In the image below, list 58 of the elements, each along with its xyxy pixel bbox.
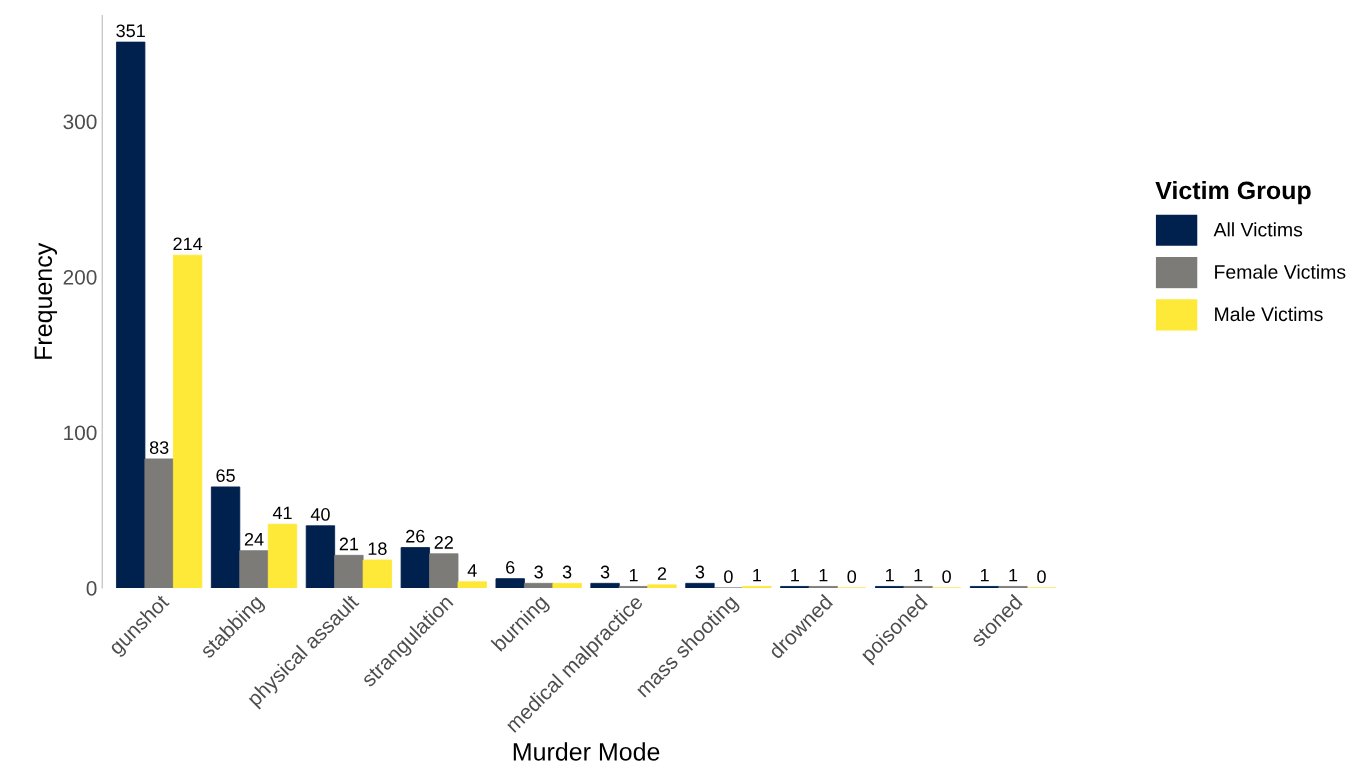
data-label: 0: [1037, 570, 1046, 584]
data-label: 0: [724, 570, 733, 584]
data-label: 6: [506, 560, 515, 574]
bar: [429, 553, 459, 588]
data-label: 21: [339, 537, 359, 551]
bar: [239, 550, 269, 588]
data-label: 1: [1009, 568, 1018, 582]
bar: [210, 486, 241, 588]
y-tick-label: 200: [63, 269, 97, 285]
bar: [495, 578, 525, 588]
bar: [524, 582, 554, 588]
x-axis-title: Murder Mode: [513, 742, 660, 761]
data-label: 351: [116, 24, 145, 38]
legend-title: Victim Group: [1155, 180, 1311, 205]
data-label: 2: [657, 567, 667, 580]
data-label: 1: [914, 568, 923, 582]
y-tick-label: 0: [86, 581, 97, 596]
data-label: 1: [629, 568, 638, 582]
data-label: 41: [272, 506, 292, 520]
legend-label: Female Victims: [1215, 264, 1346, 279]
bar: [305, 525, 336, 588]
data-label: 65: [216, 469, 235, 482]
legend-label: Male Victims: [1215, 306, 1323, 322]
data-label: 3: [534, 565, 543, 579]
bar: [685, 582, 715, 588]
data-label: 0: [942, 570, 951, 584]
bar: [647, 584, 677, 588]
bar: [552, 582, 582, 588]
data-label: 3: [562, 565, 572, 579]
data-label: 1: [980, 568, 989, 582]
data-label: 83: [149, 441, 169, 454]
data-label: 1: [819, 568, 828, 582]
bar: [116, 41, 146, 588]
data-label: 22: [434, 536, 453, 549]
bar: [334, 554, 364, 588]
bar: [457, 581, 487, 588]
y-axis-title: Frequency: [34, 242, 58, 359]
bar: [362, 559, 393, 588]
data-label: 1: [886, 568, 894, 582]
data-label: 18: [368, 542, 387, 556]
bar: [590, 582, 620, 588]
data-label: 1: [791, 568, 799, 582]
data-label: 24: [244, 532, 264, 546]
data-label: 1: [753, 568, 762, 582]
y-tick-label: 300: [63, 114, 97, 130]
data-label: 26: [406, 529, 425, 543]
data-label: 40: [310, 508, 330, 521]
bar: [400, 547, 430, 588]
data-label: 0: [847, 570, 857, 584]
data-label: 4: [467, 564, 477, 577]
data-label: 3: [695, 565, 705, 579]
data-label: 214: [173, 237, 203, 251]
data-label: 3: [600, 565, 610, 579]
y-tick-label: 100: [64, 425, 97, 441]
legend-label: All Victims: [1213, 222, 1303, 237]
bar: [267, 523, 298, 588]
bar: [172, 254, 203, 588]
bar: [144, 458, 174, 588]
